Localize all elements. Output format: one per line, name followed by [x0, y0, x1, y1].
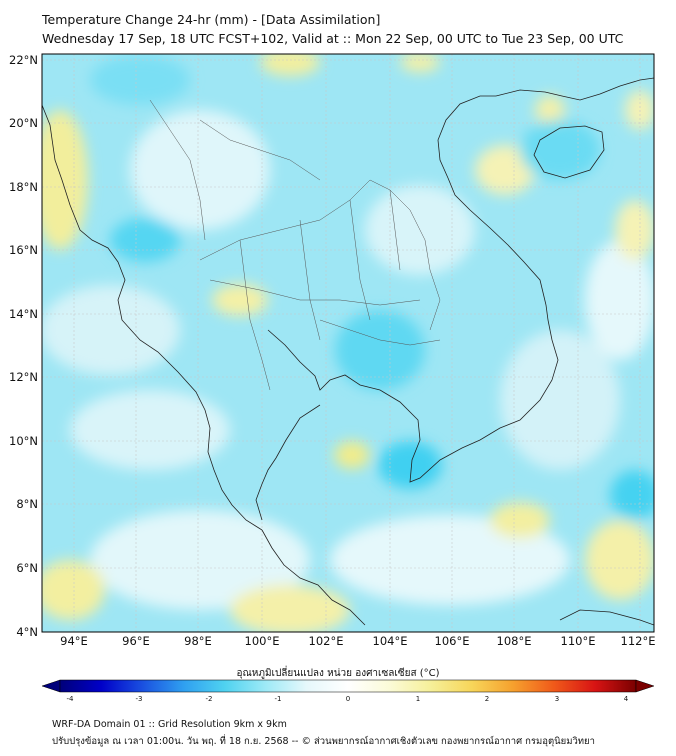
colorbar-right-arrow: [635, 679, 655, 693]
map-subtitle: Wednesday 17 Sep, 18 UTC FCST+102, Valid…: [42, 31, 624, 46]
cb-tick: 3: [555, 695, 559, 703]
cb-tick: 1: [416, 695, 420, 703]
lat-label-6: 6°N: [16, 561, 38, 575]
colorbar-left-arrow: [41, 679, 61, 693]
lon-label-110: 110°E: [561, 634, 596, 648]
colorbar: -4 -3 -2 -1 0 1 2 3 4: [41, 679, 655, 703]
map-title: Temperature Change 24-hr (mm) - [Data As…: [42, 12, 381, 27]
colorbar-ticks: -4 -3 -2 -1 0 1 2 3 4: [67, 695, 629, 703]
cb-tick: 0: [346, 695, 350, 703]
lon-label-100: 100°E: [245, 634, 280, 648]
coastline-china-south: [495, 77, 654, 101]
lon-label-104: 104°E: [373, 634, 408, 648]
cb-tick: -4: [67, 695, 75, 703]
colorbar-label: อุณหภูมิเปลี่ยนแปลง หน่วย องศาเซลเซียส (…: [236, 668, 440, 679]
coastline-myanmar-west: [42, 104, 263, 531]
lat-label-22: 22°N: [9, 53, 38, 67]
lon-label-94: 94°E: [60, 634, 88, 648]
cb-tick: -3: [136, 695, 143, 703]
cb-tick: -2: [206, 695, 213, 703]
lat-label-18: 18°N: [9, 180, 38, 194]
lat-label-4: 4°N: [16, 625, 38, 639]
coastline-gulf-thailand: [267, 304, 559, 483]
lon-label-102: 102°E: [309, 634, 344, 648]
lon-label-96: 96°E: [122, 634, 150, 648]
lat-label-14: 14°N: [9, 307, 38, 321]
lat-label-8: 8°N: [16, 497, 38, 511]
province-borders: [149, 99, 441, 391]
cb-tick: 4: [624, 695, 629, 703]
graticule: [42, 54, 654, 632]
cb-tick: -1: [275, 695, 282, 703]
map-frame: [41, 53, 655, 633]
cb-tick: 2: [485, 695, 489, 703]
coastline-thai-peninsula: [261, 529, 366, 626]
lat-axis: 22°N 20°N 18°N 16°N 14°N 12°N 10°N 8°N 6…: [9, 53, 38, 639]
lat-label-20: 20°N: [9, 116, 38, 130]
lat-label-12: 12°N: [9, 370, 38, 384]
lon-label-106: 106°E: [435, 634, 470, 648]
coastlines: [42, 77, 654, 626]
colorbar-gradient: [59, 679, 637, 693]
lon-label-108: 108°E: [497, 634, 532, 648]
hainan-island: [533, 125, 605, 179]
lon-label-112: 112°E: [621, 634, 656, 648]
lat-label-10: 10°N: [9, 434, 38, 448]
borneo-coast: [559, 609, 654, 626]
lat-label-16: 16°N: [9, 243, 38, 257]
footer-credit: ปรับปรุงข้อมูล ณ เวลา 01:00น. วัน พฤ. ที…: [52, 736, 595, 747]
lon-label-98: 98°E: [184, 634, 212, 648]
coastline-vietnam: [437, 95, 547, 306]
coastline-peninsula-east: [255, 404, 321, 521]
footer-model-info: WRF-DA Domain 01 :: Grid Resolution 9km …: [52, 719, 287, 730]
lon-axis: 94°E 96°E 98°E 100°E 102°E 104°E 106°E 1…: [60, 634, 655, 648]
